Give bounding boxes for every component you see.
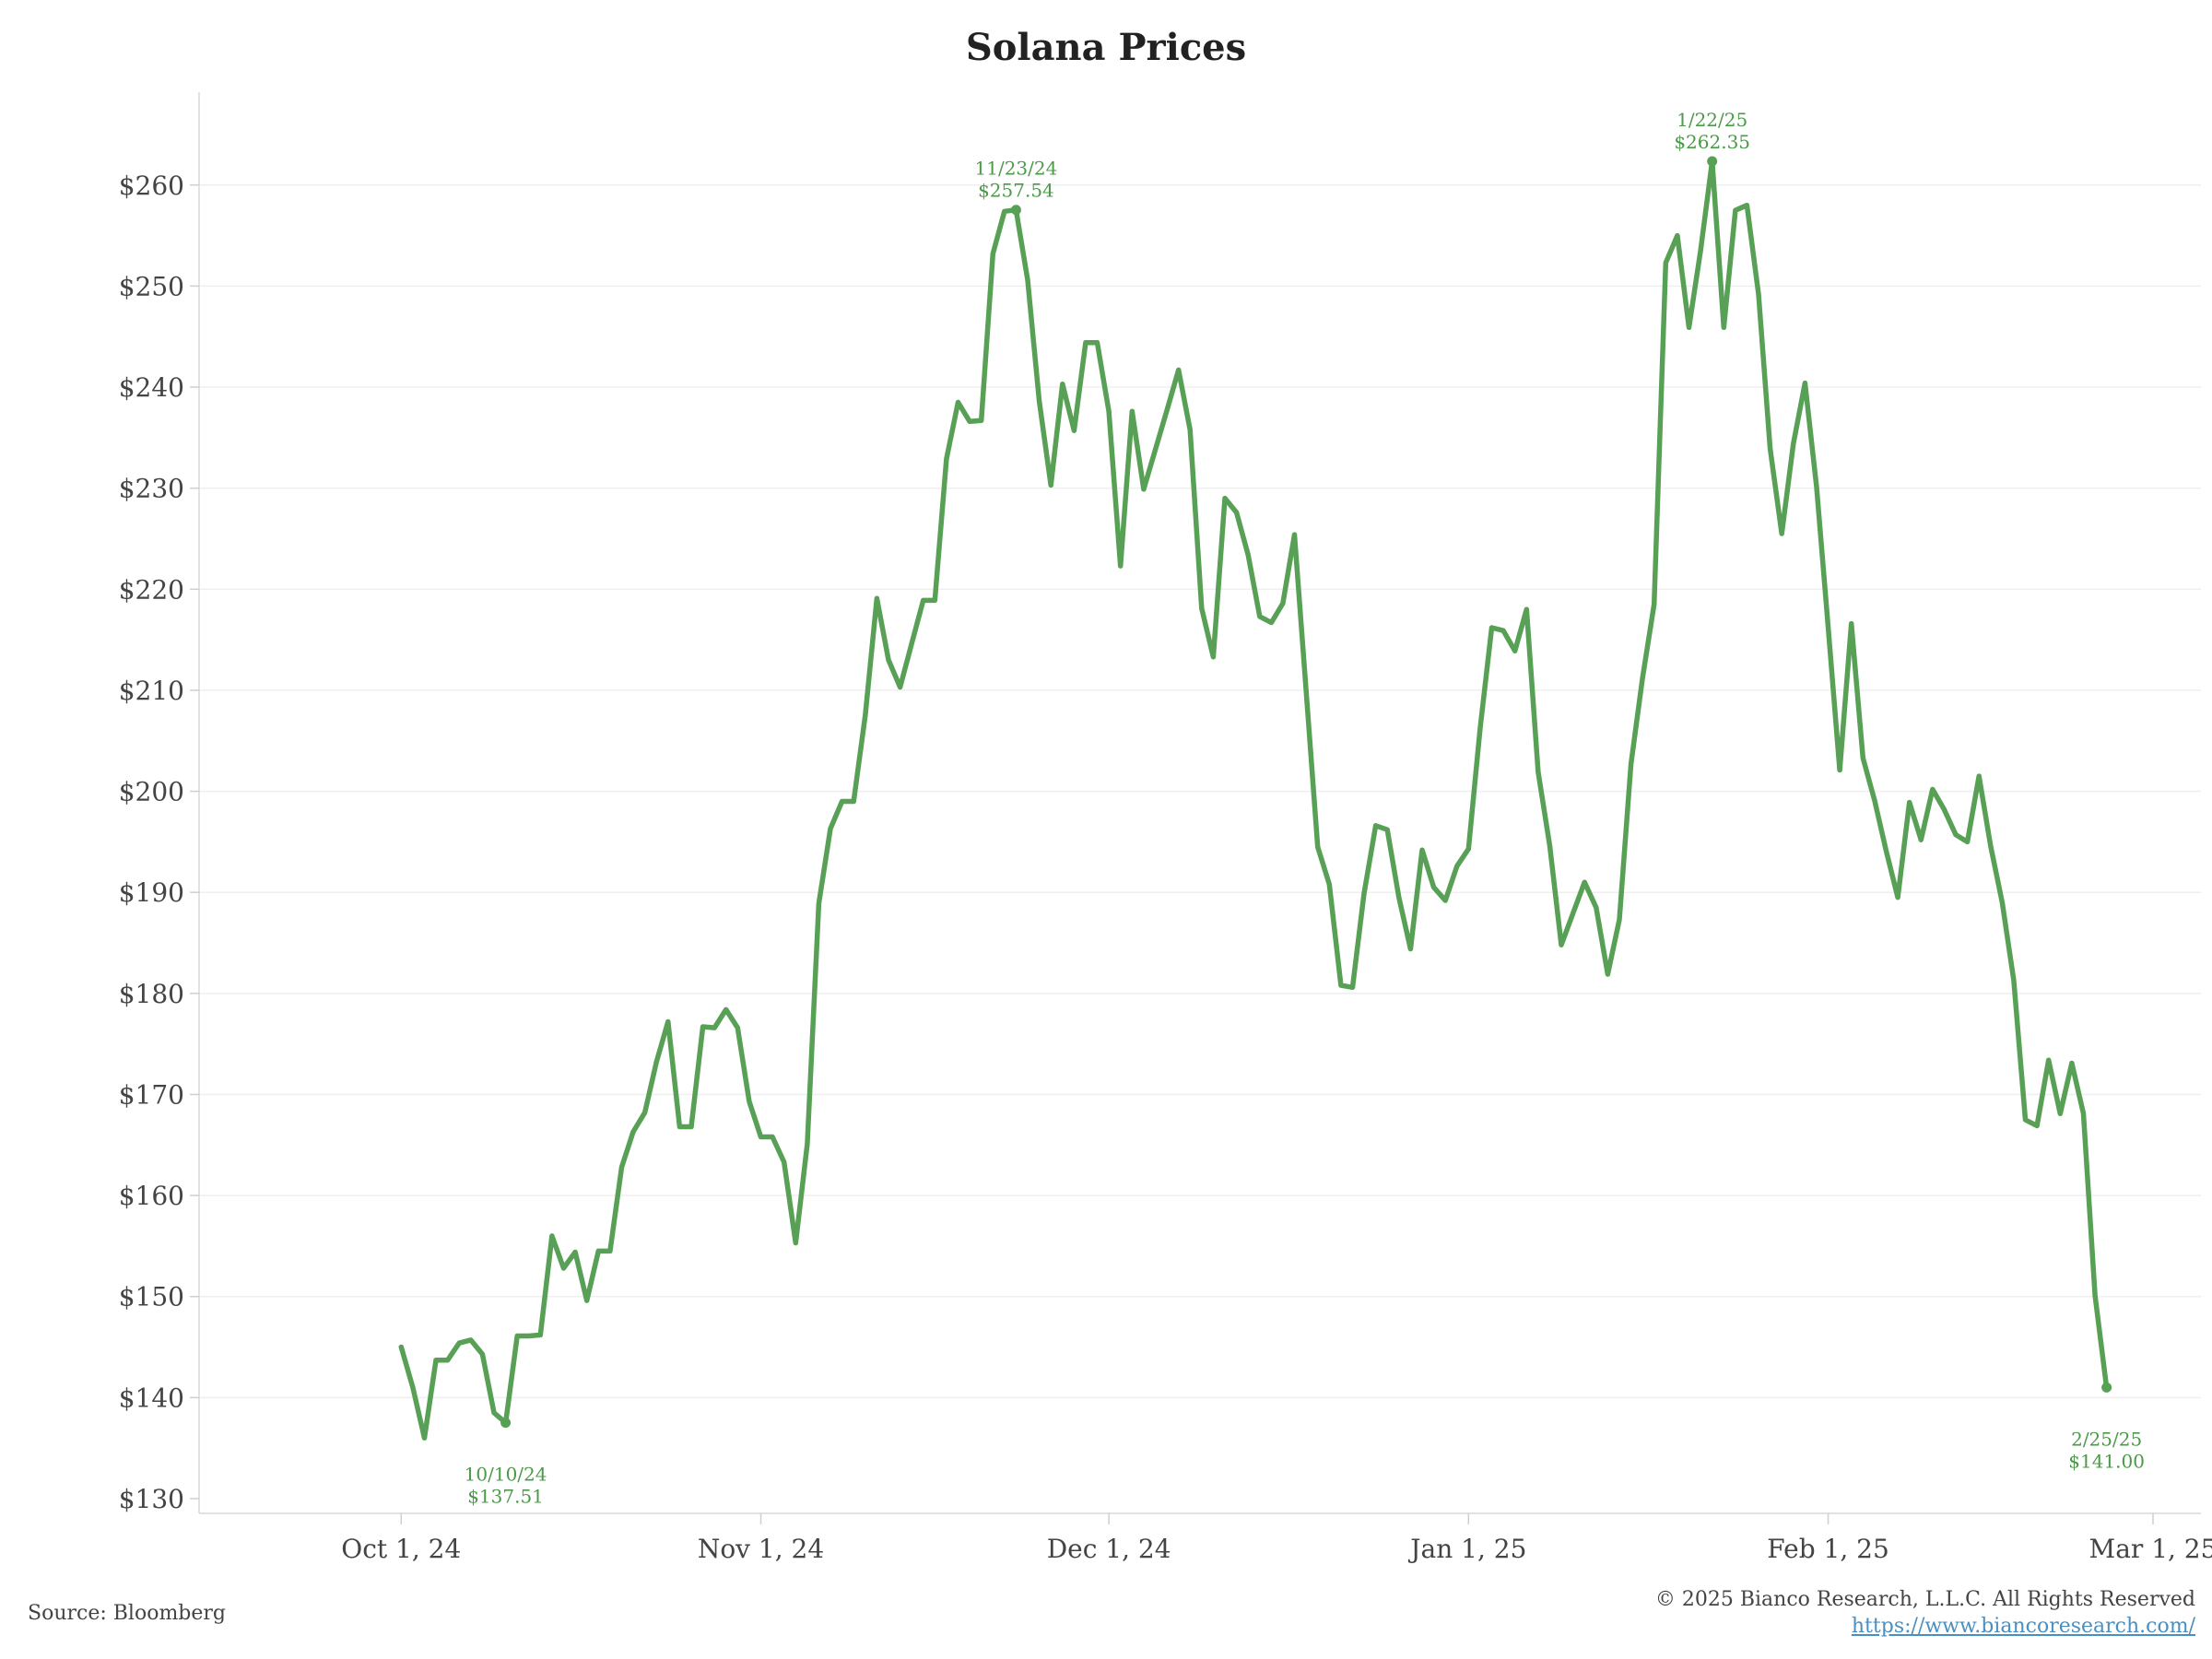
annotation-date: 10/10/24 (465, 1464, 547, 1486)
y-tick-label: $230 (119, 474, 184, 504)
x-axis-tick-labels: Oct 1, 24 Nov 1, 24 Dec 1, 24 Jan 1, 25 Feb … (341, 1534, 2212, 1564)
source-note: Source: Bloomberg (28, 1602, 227, 1625)
annotation-value: $262.35 (1674, 131, 1750, 153)
annotation-marker (500, 1418, 512, 1429)
y-tick-label: $240 (119, 372, 184, 403)
y-tick-label: $170 (119, 1079, 184, 1110)
y-tick-label: $160 (119, 1181, 184, 1211)
x-tick-label: Mar 1, 25 (2089, 1534, 2212, 1564)
x-tick-label: Nov 1, 24 (698, 1534, 824, 1564)
x-tick-label: Oct 1, 24 (341, 1534, 461, 1564)
y-tick-label: $190 (119, 877, 184, 908)
y-tick-label: $220 (119, 574, 184, 605)
y-tick-label: $210 (119, 676, 184, 706)
y-tick-label: $180 (119, 979, 184, 1009)
price-line (398, 159, 2110, 1441)
grid-lines (199, 184, 2201, 1399)
y-axis-tick-labels: $130 $140 $150 $160 $170 $180 $190 $200 $210 $220… (119, 171, 184, 1514)
website-link[interactable]: https://www.biancoresearch.com/ (1851, 1615, 2195, 1638)
annotation-date: 1/22/25 (1677, 109, 1747, 131)
chart-title: Solana Prices (965, 26, 1247, 69)
x-tick-label: Dec 1, 24 (1047, 1534, 1171, 1564)
annotations: 10/10/24$137.51 11/23/24$257.54 1/22/25$26… (465, 109, 2145, 1508)
y-tick-label: $200 (119, 777, 184, 807)
annotation-date: 2/25/25 (2071, 1428, 2142, 1450)
annotation-marker (2101, 1382, 2112, 1393)
y-tick-label: $140 (119, 1382, 184, 1413)
x-tick-label: Jan 1, 25 (1407, 1534, 1526, 1564)
annotation-marker (1707, 156, 1718, 167)
annotation-value: $257.54 (978, 180, 1054, 202)
y-tick-label: $150 (119, 1282, 184, 1312)
annotation-value: $141.00 (2068, 1450, 2145, 1472)
annotation-date: 11/23/24 (975, 158, 1058, 180)
annotation-marker (1010, 205, 1021, 216)
annotation-value: $137.51 (467, 1486, 544, 1508)
x-tick-label: Feb 1, 25 (1767, 1534, 1889, 1564)
copyright-notice: © 2025 Bianco Research, L.L.C. All Right… (1654, 1588, 2195, 1611)
axes (190, 92, 2201, 1524)
y-tick-label: $260 (119, 171, 184, 201)
series-lines (398, 159, 2110, 1441)
y-tick-label: $250 (119, 271, 184, 301)
y-tick-label: $130 (119, 1484, 184, 1514)
